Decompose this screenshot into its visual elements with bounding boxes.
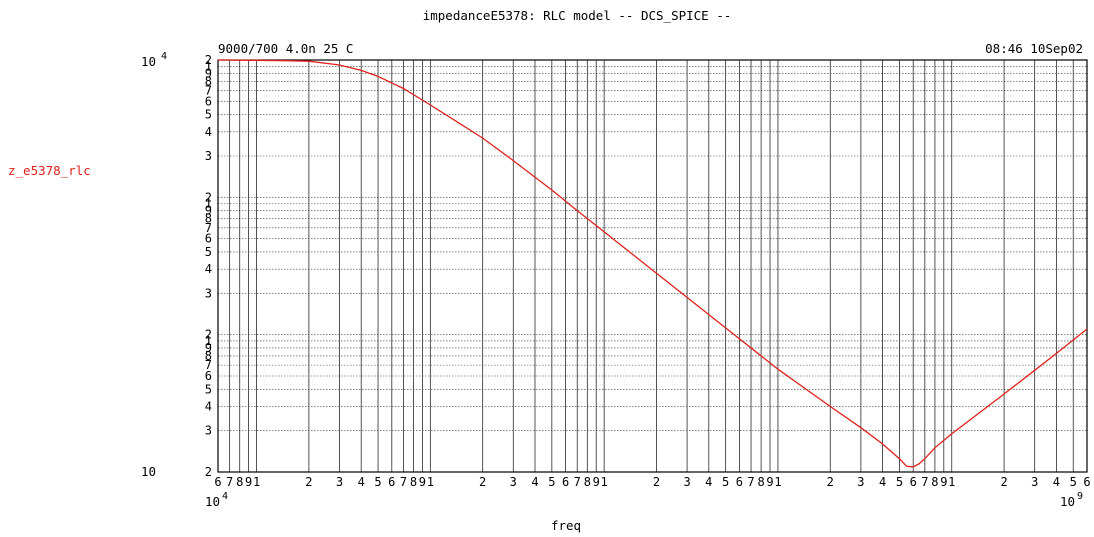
x-tick-label: 2 (653, 475, 660, 489)
y-tick-label: 4 (205, 399, 212, 413)
y-axis-label: z_e5378_rlc (8, 163, 91, 178)
x-end-label-left: 10 4 (205, 491, 228, 509)
x-tick-label: 1 (948, 475, 955, 489)
y-tick-label: 7 (205, 221, 212, 235)
x-tick-label: 6 (562, 475, 569, 489)
x-end-label-left-exp: 4 (222, 491, 228, 502)
y-tick-label: 5 (205, 108, 212, 122)
x-tick-label: 7 (574, 475, 581, 489)
y-tick-label: 9 (205, 66, 212, 80)
x-end-label-right-base: 10 (1060, 494, 1075, 509)
x-tick-label: 5 (374, 475, 381, 489)
x-tick-label: 1 (427, 475, 434, 489)
x-tick-label: 1 (601, 475, 608, 489)
x-tick-label: 4 (879, 475, 886, 489)
y-end-label-top-base: 10 (141, 54, 156, 69)
y-end-label-bottom-base: 10 (141, 464, 156, 479)
y-tick-label: 4 (205, 262, 212, 276)
y-tick-label: 2 (205, 53, 212, 67)
x-tick-label: 9 (940, 475, 947, 489)
x-tick-label: 7 (226, 475, 233, 489)
x-tick-label: 7 (747, 475, 754, 489)
plot-frame (217, 59, 1088, 473)
y-tick-label: 3 (205, 286, 212, 300)
y-tick-label: 6 (205, 232, 212, 246)
x-tick-label: 2 (1000, 475, 1007, 489)
y-tick-label: 7 (205, 83, 212, 97)
y-tick-label: 8 (205, 349, 212, 363)
x-tick-label: 9 (766, 475, 773, 489)
x-tick-label: 3 (1031, 475, 1038, 489)
header-right-timestamp: 08:46 10Sep02 (985, 41, 1083, 56)
y-tick-label: 9 (205, 341, 212, 355)
y-tick-label: 2 (205, 190, 212, 204)
y-tick-label: 5 (205, 245, 212, 259)
x-axis-label: freq (551, 518, 581, 533)
x-tick-label: 2 (479, 475, 486, 489)
x-tick-label: 6 (388, 475, 395, 489)
y-tick-label: 9 (205, 204, 212, 218)
y-tick-label: 8 (205, 212, 212, 226)
x-tick-label: 5 (1070, 475, 1077, 489)
x-tick-label: 7 (921, 475, 928, 489)
x-tick-label: 9 (593, 475, 600, 489)
x-tick-label: 8 (410, 475, 417, 489)
y-tick-label: 3 (205, 424, 212, 438)
x-tick-label: 8 (931, 475, 938, 489)
x-tick-label: 3 (683, 475, 690, 489)
y-tick-label: 1 (205, 59, 212, 73)
x-tick-label: 4 (1053, 475, 1060, 489)
x-tick-label: 5 (722, 475, 729, 489)
x-end-label-left-base: 10 (205, 494, 220, 509)
grid (217, 60, 1088, 473)
y-tick-label: 4 (205, 125, 212, 139)
chart-title: impedanceE5378: RLC model -- DCS_SPICE -… (423, 8, 732, 23)
x-end-label-right-exp: 9 (1077, 491, 1083, 502)
y-tick-label: 6 (205, 369, 212, 383)
x-tick-label: 2 (827, 475, 834, 489)
y-tick-label: 2 (205, 328, 212, 342)
x-tick-label: 4 (531, 475, 538, 489)
x-tick-label: 1 (774, 475, 781, 489)
x-tick-label: 5 (896, 475, 903, 489)
y-tick-label: 1 (205, 334, 212, 348)
header-left-info: 9000/700 4.0n 25 C (218, 41, 353, 56)
x-tick-label: 2 (305, 475, 312, 489)
x-tick-label: 9 (245, 475, 252, 489)
y-tick-label: 7 (205, 358, 212, 372)
x-tick-label: 4 (358, 475, 365, 489)
x-tick-label: 6 (1083, 475, 1090, 489)
y-end-label-top-exp: 4 (161, 51, 167, 62)
x-tick-label: 9 (419, 475, 426, 489)
x-tick-label: 4 (705, 475, 712, 489)
x-tick-label: 8 (584, 475, 591, 489)
x-tick-label: 6 (736, 475, 743, 489)
x-tick-label: 3 (510, 475, 517, 489)
impedance-curve (217, 59, 1088, 468)
x-tick-label: 8 (236, 475, 243, 489)
y-tick-label: 8 (205, 74, 212, 88)
y-end-label-top: 10 4 (141, 51, 167, 69)
x-tick-label: 1 (253, 475, 260, 489)
y-tick-label: 5 (205, 382, 212, 396)
x-tick-label: 6 (214, 475, 221, 489)
x-tick-label: 8 (757, 475, 764, 489)
y-tick-label: 2 (205, 465, 212, 479)
series (217, 59, 1088, 468)
y-end-label-bottom: 10 (141, 464, 156, 479)
x-end-label-right: 10 9 (1060, 491, 1083, 509)
x-tick-label: 5 (548, 475, 555, 489)
y-tick-label: 6 (205, 94, 212, 108)
y-tick-label: 1 (205, 197, 212, 211)
y-tick-label: 3 (205, 149, 212, 163)
x-tick-label: 3 (336, 475, 343, 489)
x-tick-label: 3 (857, 475, 864, 489)
x-tick-label: 7 (400, 475, 407, 489)
x-tick-label: 6 (910, 475, 917, 489)
